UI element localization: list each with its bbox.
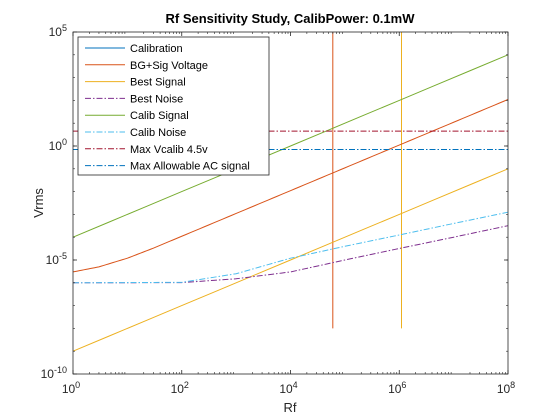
tick-marks	[72, 31, 509, 375]
x-tick-label: 108	[497, 380, 515, 396]
y-tick-labels: 10-10 10-5 100 105	[41, 23, 67, 381]
legend-entry: Max Allowable AC signal	[85, 161, 250, 173]
x-tick-labels: 100 102 104 106 108	[62, 380, 515, 396]
vertical-lines	[332, 32, 403, 329]
legend-label: BG+Sig Voltage	[130, 60, 208, 72]
legend-entry: Best Noise	[85, 93, 183, 105]
series-line-calib-noise	[72, 211, 509, 284]
legend-box	[77, 36, 270, 176]
legend-label: Best Noise	[130, 93, 183, 105]
series-line-calib-signal	[72, 54, 509, 238]
legend-entry: Calib Signal	[85, 110, 189, 122]
x-tick-label: 100	[62, 380, 80, 396]
legend-entry: Calibration	[85, 43, 183, 55]
y-tick-label: 10-10	[41, 365, 67, 381]
x-tick-label: 102	[171, 380, 189, 396]
legend-entry: Best Signal	[85, 77, 186, 89]
y-tick-label: 100	[49, 137, 67, 153]
y-tick-label: 105	[49, 23, 67, 39]
legend-label: Calib Noise	[130, 127, 186, 139]
legend: Calibration BG+Sig Voltage Best Signal Best…	[77, 36, 270, 176]
legend-label: Best Signal	[130, 77, 186, 89]
chart-title: Rf Sensitivity Study, CalibPower: 0.1mW	[166, 11, 416, 26]
y-tick-label: 10-5	[46, 251, 67, 267]
legend-items: Calibration BG+Sig Voltage Best Signal Best…	[85, 43, 250, 173]
x-tick-label: 104	[279, 380, 297, 396]
x-tick-label: 106	[388, 380, 406, 396]
series-line-best-noise	[72, 225, 509, 284]
legend-label: Calibration	[130, 43, 183, 55]
series-line-bg-sig-voltage	[72, 98, 509, 273]
legend-label: Max Allowable AC signal	[130, 161, 250, 173]
y-axis-label: Vrms	[31, 188, 46, 218]
legend-entry: Calib Noise	[85, 127, 186, 139]
legend-label: Calib Signal	[130, 110, 189, 122]
x-axis-label: Rf	[284, 400, 297, 415]
legend-entry: Max Vcalib 4.5v	[85, 144, 208, 156]
series-line-best-signal	[72, 168, 509, 352]
legend-label: Max Vcalib 4.5v	[130, 144, 208, 156]
legend-entry: BG+Sig Voltage	[85, 60, 208, 72]
